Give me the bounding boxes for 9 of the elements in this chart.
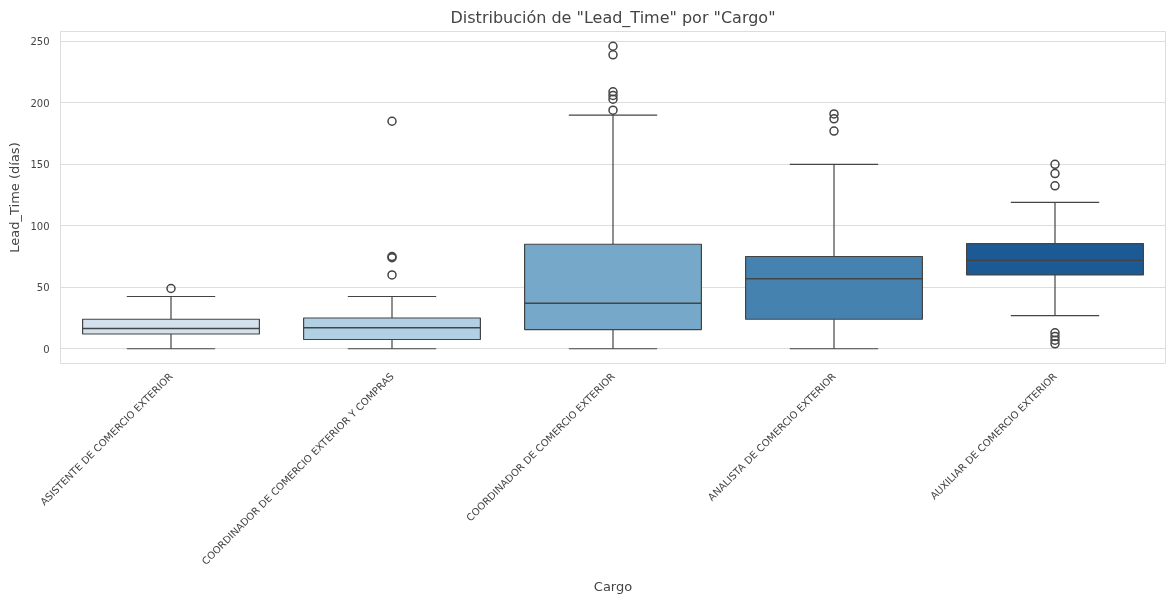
y-tick-label: 100 (30, 220, 50, 232)
y-tick-label: 150 (30, 159, 50, 171)
y-axis-title: Lead_Time (días) (7, 142, 23, 253)
y-tick-label: 200 (30, 97, 50, 109)
y-tick-label: 250 (30, 36, 50, 48)
chart-title: Distribución de "Lead_Time" por "Cargo" (450, 7, 776, 28)
y-tick-label: 0 (43, 343, 50, 355)
x-axis-title: Cargo (593, 578, 633, 594)
y-tick-label: 50 (36, 282, 50, 294)
